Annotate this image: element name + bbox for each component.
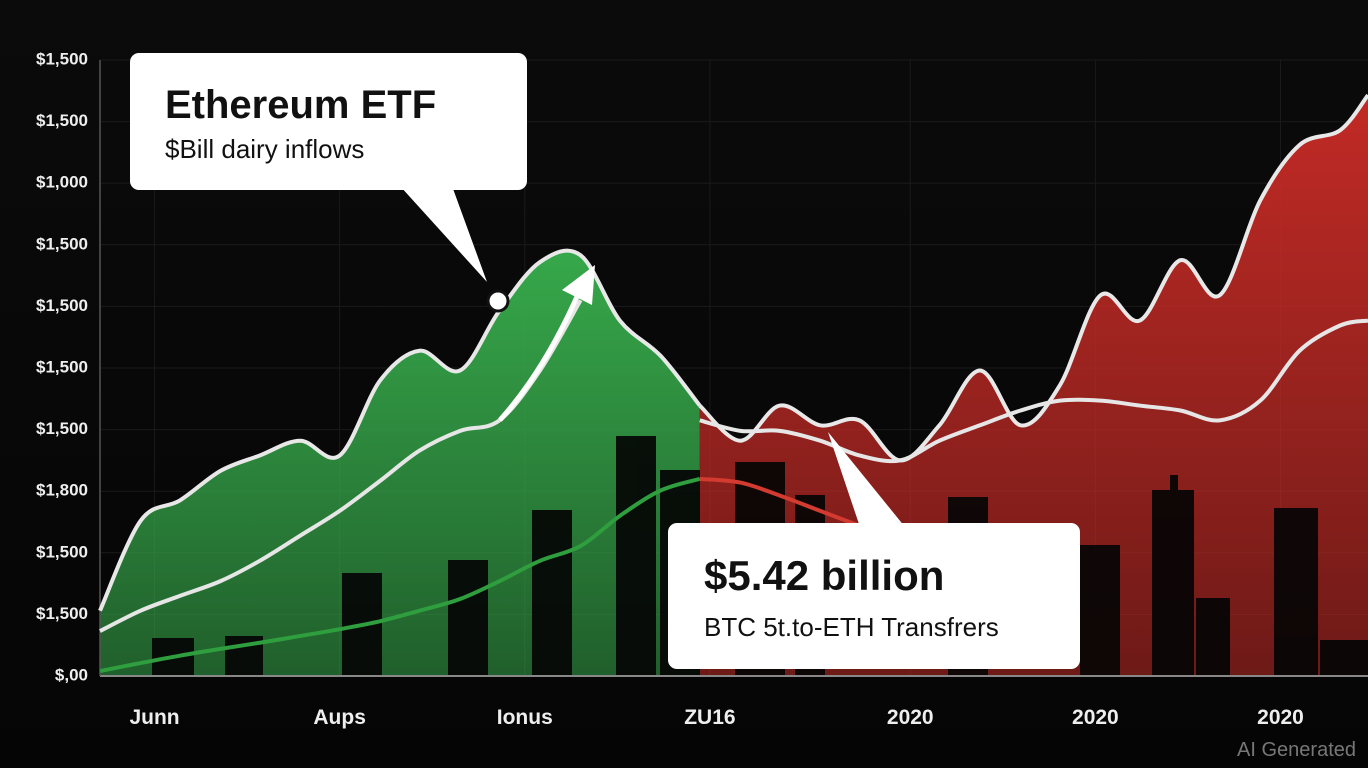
x-tick-label: 2020: [1257, 706, 1304, 729]
y-tick-label: $,00: [55, 665, 88, 684]
line: [699, 318, 1368, 464]
y-tick-label: $1,500: [36, 234, 88, 253]
y-tick-label: $1,500: [36, 111, 88, 130]
watermark: AI Generated: [1237, 739, 1356, 761]
line: [699, 476, 861, 528]
y-tick-label: $1,500: [36, 419, 88, 438]
callout: $5.42 billion BTC 5t.to-ETH Transfrers: [668, 432, 1080, 669]
x-tick-label: ZU16: [684, 706, 735, 729]
callout: Ethereum ETF $Bill dairy inflows: [130, 53, 527, 313]
callout-title: Ethereum ETF: [165, 83, 436, 127]
callout-title: $5.42 billion: [704, 552, 944, 599]
line: [99, 476, 701, 674]
y-tick-label: $1,500: [36, 604, 88, 623]
y-tick-label: $1,500: [36, 357, 88, 376]
x-tick-label: 2020: [887, 706, 934, 729]
y-tick-label: $1,800: [36, 481, 88, 500]
x-tick-label: 2020: [1072, 706, 1119, 729]
y-tick-label: $1,500: [36, 542, 88, 561]
callout-text: BTC 5t.to-ETH Transfrers: [704, 612, 999, 642]
x-tick-label: Ionus: [497, 706, 553, 729]
area-edge: [98, 248, 702, 612]
area-edge: [698, 93, 1368, 463]
callout-text: $Bill dairy inflows: [165, 134, 364, 164]
y-tick-label: $1,000: [36, 173, 88, 192]
y-tick-label: $1,500: [36, 296, 88, 315]
x-tick-label: Aups: [313, 706, 366, 729]
x-tick-label: Junn: [129, 706, 179, 729]
y-tick-label: $1,500: [36, 49, 88, 68]
arrow: [498, 265, 595, 422]
